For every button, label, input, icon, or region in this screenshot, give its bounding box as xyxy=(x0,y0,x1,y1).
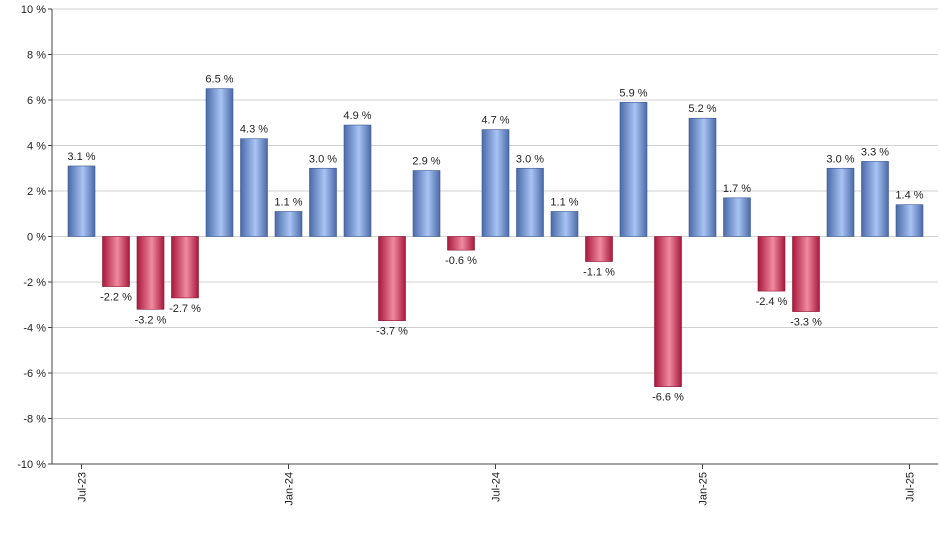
bar xyxy=(792,236,820,312)
data-label: -6.6 % xyxy=(652,392,684,404)
bar xyxy=(826,167,855,237)
bar xyxy=(861,161,889,237)
y-tick-label: 8 % xyxy=(27,50,46,62)
x-tick-label: Jul-23 xyxy=(77,472,89,502)
data-label: 1.1 % xyxy=(274,196,302,208)
bar xyxy=(240,138,268,237)
y-tick-label: -8 % xyxy=(23,414,46,426)
x-tick-label: Jul-24 xyxy=(491,472,503,502)
bar xyxy=(723,197,751,237)
data-label: 5.2 % xyxy=(688,103,716,115)
data-label: 3.1 % xyxy=(67,151,95,163)
y-tick-label: 2 % xyxy=(27,186,46,198)
data-label: -3.2 % xyxy=(135,314,167,326)
data-label: 1.4 % xyxy=(895,190,923,202)
bar xyxy=(171,236,199,299)
y-tick-label: -6 % xyxy=(23,368,46,380)
x-tick-label: Jan-25 xyxy=(698,472,710,506)
y-tick-label: 10 % xyxy=(21,4,46,16)
bar xyxy=(274,211,303,237)
bars xyxy=(67,88,924,387)
data-label: 1.7 % xyxy=(723,183,751,195)
bar xyxy=(757,236,786,292)
data-label: -2.7 % xyxy=(169,303,201,315)
data-label: 1.1 % xyxy=(550,196,578,208)
bar xyxy=(585,236,613,262)
bar xyxy=(619,101,648,237)
bar xyxy=(550,211,579,237)
bar xyxy=(895,204,924,237)
bar xyxy=(378,236,406,321)
y-tick-label: -2 % xyxy=(23,277,46,289)
data-label: 4.7 % xyxy=(481,115,509,127)
data-label: 3.0 % xyxy=(516,153,544,165)
bar xyxy=(412,170,441,237)
axes xyxy=(51,9,938,465)
data-labels: 3.1 % -2.2 %-3.2 %-2.7 % 6.5 % 4.3 % 1.1 % 3.… xyxy=(67,74,923,404)
data-label: 4.3 % xyxy=(240,124,268,136)
data-label: -1.1 % xyxy=(583,267,615,279)
bar xyxy=(136,236,165,310)
data-label: 3.3 % xyxy=(861,146,889,158)
y-tick-label: -10 % xyxy=(17,459,46,471)
data-label: 2.9 % xyxy=(412,156,440,168)
y-tick-label: 4 % xyxy=(27,141,46,153)
bar xyxy=(481,129,510,237)
y-tick-label: 6 % xyxy=(27,95,46,107)
bar xyxy=(102,236,130,287)
bar xyxy=(516,167,544,237)
x-tick-label: Jul-25 xyxy=(905,472,917,502)
x-axis-ticks: Jul-23 Jan-24 Jul-24 Jan-25 Jul-25 xyxy=(77,464,917,506)
bar xyxy=(309,167,337,237)
y-tick-label: 0 % xyxy=(27,232,46,244)
y-axis-ticks: 10 % 8 % 6 % 4 % 2 % 0 % -2 % -4 % -6 % -8 % -10 % xyxy=(17,4,52,471)
data-label: -3.3 % xyxy=(790,317,822,329)
x-tick-label: Jan-24 xyxy=(284,472,296,506)
bar xyxy=(67,165,96,237)
data-label: 3.0 % xyxy=(309,153,337,165)
data-label: 5.9 % xyxy=(619,87,647,99)
bar xyxy=(688,117,717,237)
bar xyxy=(447,236,475,251)
data-label: 3.0 % xyxy=(826,153,854,165)
data-label: 4.9 % xyxy=(343,110,371,122)
data-label: -2.4 % xyxy=(756,296,788,308)
data-label: -2.2 % xyxy=(100,292,132,304)
bar xyxy=(654,236,682,387)
y-tick-label: -4 % xyxy=(23,323,46,335)
data-label: 6.5 % xyxy=(205,74,233,86)
data-label: -3.7 % xyxy=(376,326,408,338)
bar xyxy=(205,88,234,237)
data-label: -0.6 % xyxy=(445,255,477,267)
bar xyxy=(343,124,372,237)
